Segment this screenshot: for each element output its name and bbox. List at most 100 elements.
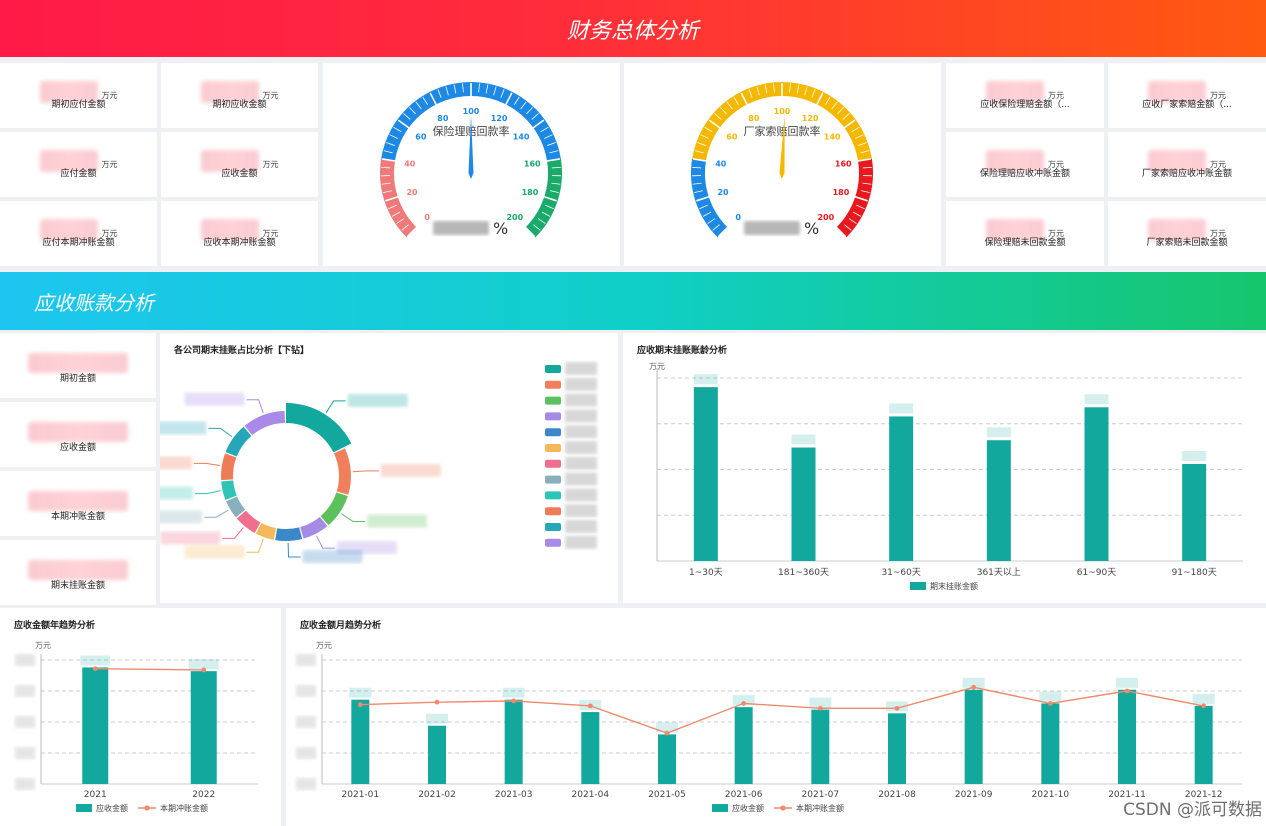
bar-data-label-masked xyxy=(693,374,718,385)
gauge-tick xyxy=(445,86,449,96)
donut-label-masked xyxy=(184,392,245,406)
gauge-tick xyxy=(393,126,402,133)
y-tick-label-masked xyxy=(296,654,316,666)
gauge-tick xyxy=(837,107,844,115)
line-point xyxy=(587,703,593,709)
gauge-tick xyxy=(733,96,739,105)
bar xyxy=(811,709,830,784)
kpi-unit: 万元 xyxy=(1210,229,1226,238)
gauge-tick xyxy=(478,83,480,93)
y-tick-label-masked xyxy=(296,685,316,697)
donut-leader-line xyxy=(246,538,264,553)
y-tick-label-masked xyxy=(296,778,316,790)
donut-slice xyxy=(320,492,348,526)
legend-label: 应收金额 xyxy=(732,803,764,813)
donut-legend-label-masked xyxy=(565,488,597,502)
donut-legend-label-masked xyxy=(565,520,597,533)
donut-label-masked xyxy=(160,456,192,470)
gauge-tick xyxy=(756,86,760,96)
gauge-tick xyxy=(541,211,551,217)
bar-data-label-masked xyxy=(732,695,755,706)
kpi-label: 应收金额 xyxy=(59,443,96,453)
x-tick-label: 2021-03 xyxy=(495,790,533,800)
gauge-tick xyxy=(748,89,753,98)
gauge-tick xyxy=(391,211,401,217)
donut-legend-swatch xyxy=(545,475,561,484)
line-point xyxy=(817,705,823,711)
gauge-tick xyxy=(699,204,708,210)
page-title: 财务总体分析 xyxy=(566,18,699,44)
donut-title[interactable]: 各公司期末挂账占比分析【下钻】 xyxy=(174,346,310,356)
gauge-tick xyxy=(712,224,720,231)
gauge-tick xyxy=(856,204,865,210)
kpi-card: 万元 厂家索赔应收冲账金额 xyxy=(1108,132,1266,197)
y-tick-label-masked xyxy=(15,778,35,790)
gauge-tick-label: 40 xyxy=(404,159,416,168)
donut-leader-line xyxy=(246,399,264,414)
kpi-card: 万元 应付金额 xyxy=(0,132,157,197)
kpi-card: 万元 期初应收金额 xyxy=(161,63,318,128)
donut-legend-swatch xyxy=(545,428,561,437)
bar xyxy=(504,699,523,784)
gauge-tick xyxy=(796,84,800,94)
x-tick-label: 2021-02 xyxy=(418,790,456,800)
gauge-tick-label: 120 xyxy=(802,114,819,123)
gauge-tick xyxy=(831,101,838,110)
gauge-tick xyxy=(537,218,546,224)
kpi-value-masked xyxy=(39,150,98,172)
kpi-card: 万元 应收保险理赔金额（... xyxy=(946,63,1104,128)
donut-legend-label-masked xyxy=(565,425,597,439)
gauge-tick xyxy=(842,113,850,120)
gauge-tick xyxy=(862,166,872,169)
gauge-tick xyxy=(708,119,721,129)
yearly-chart-card: 应收金额年趋势分析 万元 2021 2022 应收金额 本期冲账金额 xyxy=(0,608,281,826)
kpi-card: 万元 应收本期冲账金额 xyxy=(161,201,318,266)
donut-label-masked xyxy=(302,549,363,563)
gauge-tick xyxy=(401,224,409,231)
kpi-label: 保险理赔未回款金额 xyxy=(984,238,1066,248)
legend-label: 应收金额 xyxy=(96,803,128,813)
kpi-unit: 万元 xyxy=(1210,160,1226,169)
gauge-tick xyxy=(545,158,561,162)
kpi-value-masked xyxy=(200,81,259,103)
gauge-tick xyxy=(543,195,557,202)
donut-legend-swatch xyxy=(545,412,561,421)
x-tick-label: 2021-08 xyxy=(878,790,916,800)
monthly-chart-title: 应收金额月趋势分析 xyxy=(300,621,382,631)
bar-data-label-masked xyxy=(426,713,448,724)
line-point xyxy=(92,666,98,672)
bar-data-label-masked xyxy=(1182,451,1207,462)
kpi-label: 厂家索赔未回款金额 xyxy=(1146,238,1228,248)
x-tick-label: 91~180天 xyxy=(1172,568,1217,578)
gauge-tick xyxy=(694,190,704,194)
kpi-label: 应付金额 xyxy=(60,169,97,179)
bar xyxy=(1041,703,1060,784)
gauge-tick xyxy=(851,126,860,133)
y-tick-label-masked xyxy=(15,747,35,759)
yearly-chart-title: 应收金额年趋势分析 xyxy=(14,621,96,631)
gauge-tick xyxy=(696,195,710,202)
line-point xyxy=(1124,688,1130,694)
gauge-tick xyxy=(383,150,393,154)
gauge-percent-sign: % xyxy=(804,219,819,238)
gauge-tick xyxy=(389,134,398,139)
line-point xyxy=(1201,703,1207,709)
x-tick-label: 2021-07 xyxy=(802,790,840,800)
kpi-value: 万元 xyxy=(1108,148,1266,172)
bar-data-label-masked xyxy=(809,697,832,708)
donut-chart[interactable] xyxy=(160,333,618,603)
gauge-tick xyxy=(381,158,397,162)
gauge-tick xyxy=(396,218,405,224)
gauge-tick-label: 180 xyxy=(522,188,539,197)
gauge-tick xyxy=(692,158,708,162)
line-point xyxy=(971,684,977,690)
bar xyxy=(888,713,906,784)
kpi-label: 应收厂家索赔金额（... xyxy=(1142,100,1232,110)
gauge-tick-label: 60 xyxy=(726,133,738,142)
bar-data-label-masked xyxy=(1084,394,1109,405)
gauge-tick xyxy=(551,182,561,185)
donut-legend-label-masked xyxy=(565,377,597,391)
legend-swatch xyxy=(76,804,92,812)
gauge-tick-label: 0 xyxy=(424,213,430,222)
bar-data-label-masked xyxy=(889,403,914,414)
